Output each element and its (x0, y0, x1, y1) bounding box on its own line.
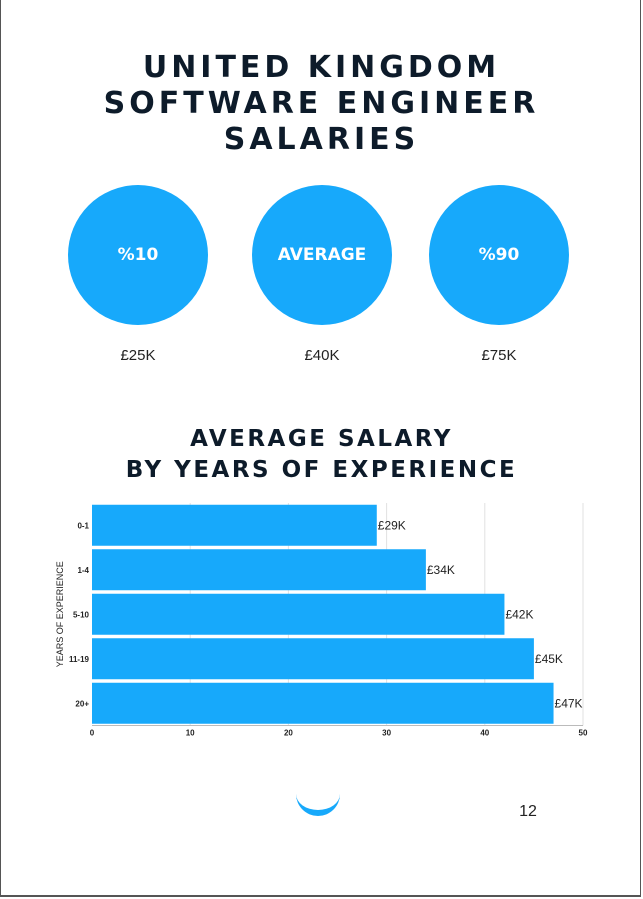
x-tick-label: 0 (90, 729, 95, 738)
data-label: £29K (378, 518, 406, 532)
x-tick-label: 30 (382, 729, 391, 738)
title-line: UNITED KINGDOM (142, 50, 501, 85)
y-axis-label: YEARS OF EXPERIENCE (55, 561, 65, 667)
category-label: 11-19 (69, 655, 90, 664)
bar (92, 638, 534, 680)
x-tick-label: 10 (186, 729, 195, 738)
bar (92, 593, 505, 635)
average-label: AVERAGE (277, 245, 367, 265)
category-label: 1-4 (77, 566, 89, 575)
category-label: 5-10 (73, 610, 90, 619)
average-circle: AVERAGE (252, 185, 392, 325)
data-label: £47K (555, 696, 583, 710)
category-label: 20+ (75, 699, 89, 708)
bar (92, 682, 554, 724)
percentile-10-label: %10 (117, 245, 159, 265)
percentile-90-circle: %90 (429, 185, 569, 325)
title-line: SOFTWARE ENGINEER (103, 86, 540, 121)
chart-title-line: AVERAGE SALARY (190, 426, 453, 452)
data-label: £42K (505, 607, 533, 621)
percentile-10-value: £25K (120, 347, 156, 364)
page-number: 12 (519, 803, 537, 820)
salary-bar-chart: 0-1 £29K 1-4 £34K 5-10 £42K 11-19 £45K 20+ £47K 0 1… (55, 503, 588, 738)
category-label: 0-1 (77, 521, 89, 530)
x-tick-label: 40 (480, 729, 489, 738)
chart-title: AVERAGE SALARY BY YEARS OF EXPERIENCE (0, 424, 643, 486)
x-tick-label: 50 (579, 729, 588, 738)
data-label: £45K (535, 652, 563, 666)
percentile-90-value: £75K (481, 347, 517, 364)
title-line: SALARIES (223, 122, 420, 157)
average-value: £40K (304, 347, 340, 364)
bar (92, 504, 377, 546)
page-title: UNITED KINGDOM SOFTWARE ENGINEER SALARIE… (0, 50, 643, 158)
bar (92, 549, 426, 591)
data-label: £34K (427, 563, 455, 577)
smile-icon (296, 794, 340, 816)
chart-title-line: BY YEARS OF EXPERIENCE (125, 457, 518, 483)
percentile-90-label: %90 (478, 245, 520, 265)
x-tick-label: 20 (284, 729, 293, 738)
percentile-10-circle: %10 (68, 185, 208, 325)
